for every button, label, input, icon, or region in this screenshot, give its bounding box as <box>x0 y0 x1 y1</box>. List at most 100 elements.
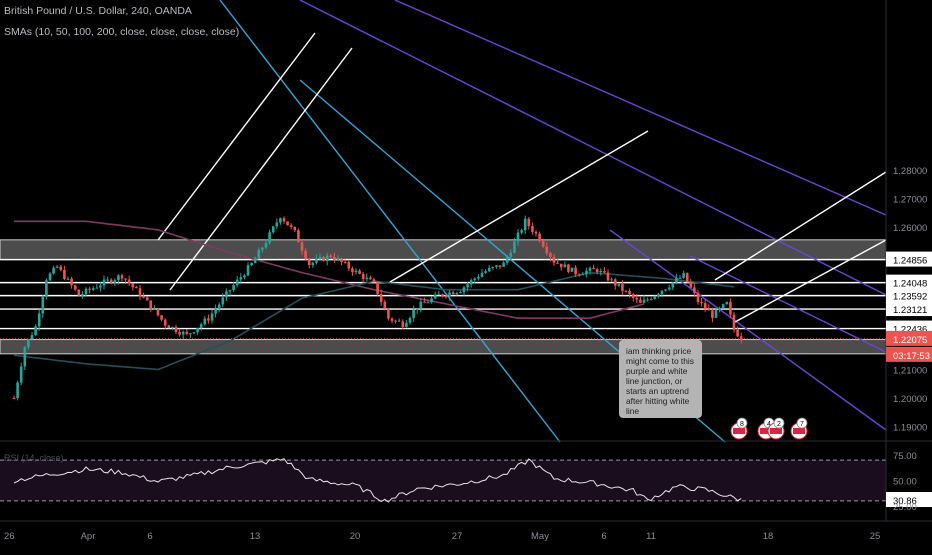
candle-body <box>264 242 268 248</box>
price-tick-label: 1.19000 <box>893 423 927 434</box>
candle-body <box>516 232 520 242</box>
candle <box>621 280 624 296</box>
price-level-label: 1.22436 <box>893 325 927 336</box>
candle <box>696 289 700 305</box>
candle-body <box>174 326 178 333</box>
candle-body <box>585 270 588 275</box>
candle <box>405 319 408 328</box>
candle-body <box>325 255 329 261</box>
candle <box>257 247 261 259</box>
candle-body <box>469 280 473 285</box>
candle-body <box>714 309 718 318</box>
candle <box>502 261 505 267</box>
candle <box>329 253 333 259</box>
candle <box>214 304 217 318</box>
candle-body <box>423 301 426 303</box>
candle-body <box>106 279 109 281</box>
candle-body <box>401 321 405 328</box>
candle <box>315 254 318 265</box>
candle <box>253 256 257 264</box>
candle <box>682 270 685 279</box>
candle <box>311 261 315 268</box>
candle-body <box>300 242 304 251</box>
candle-body <box>185 331 189 334</box>
candle-body <box>577 274 581 276</box>
price-level-label: 1.24048 <box>893 279 927 290</box>
countdown-label-bg <box>886 346 932 362</box>
candle-body <box>736 329 739 337</box>
annotation-note[interactable]: iam thinking price might come to this pu… <box>619 340 702 418</box>
candle-body <box>430 298 433 303</box>
candle-body <box>444 296 448 298</box>
candle-body <box>30 335 34 340</box>
candle <box>711 307 714 323</box>
flag-icon-stripe <box>770 428 782 434</box>
candle-body <box>59 266 63 270</box>
candle <box>729 298 732 319</box>
candle-body <box>120 275 124 279</box>
candle-body <box>610 279 613 281</box>
candle-body <box>354 270 358 273</box>
candle <box>282 216 286 224</box>
candle-body <box>243 275 246 278</box>
time-tick-label: 11 <box>646 531 656 542</box>
candle-body <box>419 301 423 309</box>
candle-body <box>707 308 711 311</box>
time-tick-label: 25 <box>870 531 881 542</box>
candle <box>441 293 444 298</box>
sma-purple-line <box>14 220 645 319</box>
candle-body <box>102 279 106 286</box>
trend-line-4 <box>609 229 887 431</box>
candle <box>333 252 336 263</box>
candle <box>534 230 538 237</box>
candle-body <box>635 297 639 300</box>
candle-body <box>351 268 354 273</box>
candle <box>448 289 451 301</box>
candle <box>415 308 419 314</box>
candle-body <box>455 292 459 295</box>
candle <box>286 221 289 226</box>
candle <box>574 264 577 278</box>
candle <box>99 281 102 292</box>
price-level-label: 1.24856 <box>893 256 927 267</box>
candle <box>563 261 567 268</box>
candle <box>343 259 347 264</box>
candle-body <box>581 274 585 276</box>
candle <box>196 327 199 335</box>
candle <box>30 331 34 340</box>
candle <box>55 265 59 269</box>
candle <box>603 266 606 274</box>
candle <box>19 362 23 386</box>
candle <box>225 288 228 302</box>
time-tick-label: May <box>531 531 549 542</box>
sr-zone-1 <box>0 339 887 355</box>
candle <box>127 275 131 287</box>
candle-body <box>642 299 646 303</box>
candle-body <box>167 325 171 329</box>
candle <box>455 292 459 296</box>
candle-body <box>509 252 513 257</box>
candle <box>124 278 127 285</box>
candle <box>437 291 441 296</box>
candle <box>703 299 707 313</box>
candle <box>613 277 617 290</box>
candle-body <box>12 398 16 399</box>
candle <box>667 284 671 291</box>
candle <box>462 285 466 296</box>
sr-zone-0 <box>0 239 887 261</box>
candle <box>725 301 729 305</box>
candle <box>581 271 585 276</box>
candle <box>397 318 401 322</box>
candle-body <box>282 218 286 222</box>
candle-body <box>685 272 689 282</box>
candle <box>66 276 70 281</box>
candle <box>45 278 48 300</box>
candle-body <box>462 287 466 293</box>
badge-count: 8 <box>740 421 744 428</box>
price-level-label-bg <box>886 287 932 303</box>
candle-body <box>138 288 142 297</box>
badge-bubble <box>773 417 785 429</box>
candle-body <box>246 265 250 276</box>
candle <box>156 308 160 317</box>
